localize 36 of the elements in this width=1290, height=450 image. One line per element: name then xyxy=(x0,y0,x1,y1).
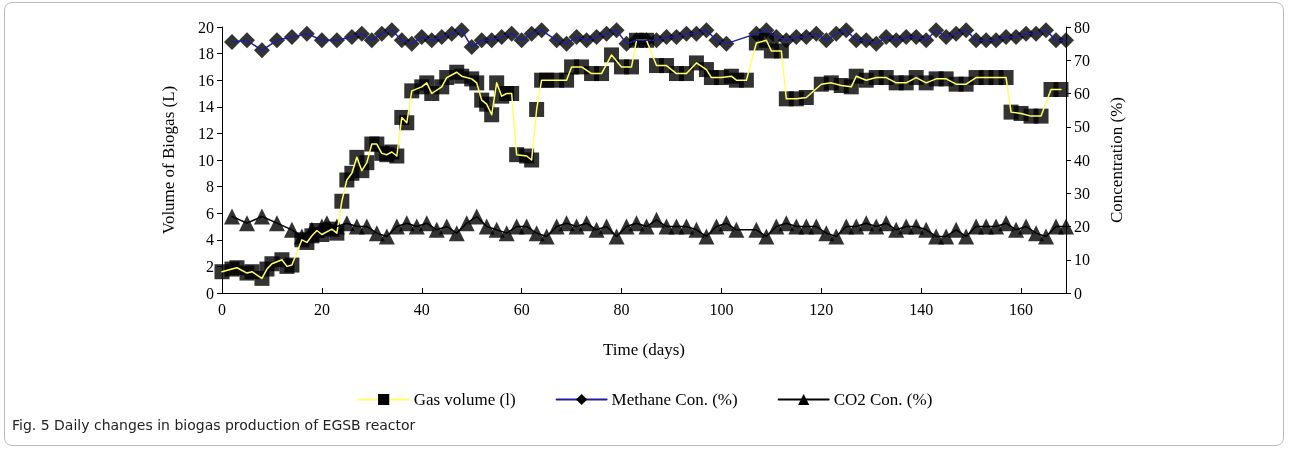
y-tick-label: 8 xyxy=(206,178,214,196)
y-tick-label: 10 xyxy=(198,151,214,169)
y-tick-label: 6 xyxy=(206,204,214,222)
x-tick-label: 40 xyxy=(413,300,430,318)
y-tick-label: 14 xyxy=(198,98,214,116)
legend-label: Gas volume (l) xyxy=(413,390,516,409)
y-tick-label: 16 xyxy=(198,71,214,89)
y-tick-label: 2 xyxy=(206,257,214,275)
x-tick-label: 20 xyxy=(313,300,330,318)
x-tick-label: 120 xyxy=(809,300,834,318)
y2-tick-label: 0 xyxy=(1074,284,1082,302)
x-tick-label: 140 xyxy=(909,300,934,318)
y2-tick-label: 10 xyxy=(1074,251,1090,269)
y-tick-label: 0 xyxy=(206,284,214,302)
y2-tick-label: 40 xyxy=(1074,151,1090,169)
y-tick-label: 18 xyxy=(198,45,214,63)
x-tick-label: 160 xyxy=(1009,300,1034,318)
y-tick-label: 4 xyxy=(206,231,214,249)
legend-label: Methane Con. (%) xyxy=(611,390,738,409)
y2-tick-label: 30 xyxy=(1074,184,1090,202)
y2-tick-label: 80 xyxy=(1074,18,1090,36)
y-axis-title: Volume of Biogas (L) xyxy=(159,85,178,235)
x-tick-label: 60 xyxy=(513,300,530,318)
y2-tick-label: 60 xyxy=(1074,85,1090,102)
caption: Fig. 5 Daily changes in biogas production of EGSB reactor xyxy=(12,417,416,433)
x-tick-label: 100 xyxy=(709,300,734,318)
x-tick-label: 0 xyxy=(218,300,226,318)
y2-axis-title: Concentration (%) xyxy=(1107,96,1126,224)
x-axis-title: Time (days) xyxy=(602,340,686,359)
y-tick-label: 20 xyxy=(198,18,214,36)
y2-tick-label: 50 xyxy=(1074,118,1090,136)
y2-tick-label: 20 xyxy=(1074,218,1090,235)
x-tick-label: 80 xyxy=(613,300,630,318)
legend-label: CO2 Con. (%) xyxy=(833,390,933,409)
y2-tick-label: 70 xyxy=(1074,51,1090,69)
y-tick-label: 12 xyxy=(198,124,214,142)
